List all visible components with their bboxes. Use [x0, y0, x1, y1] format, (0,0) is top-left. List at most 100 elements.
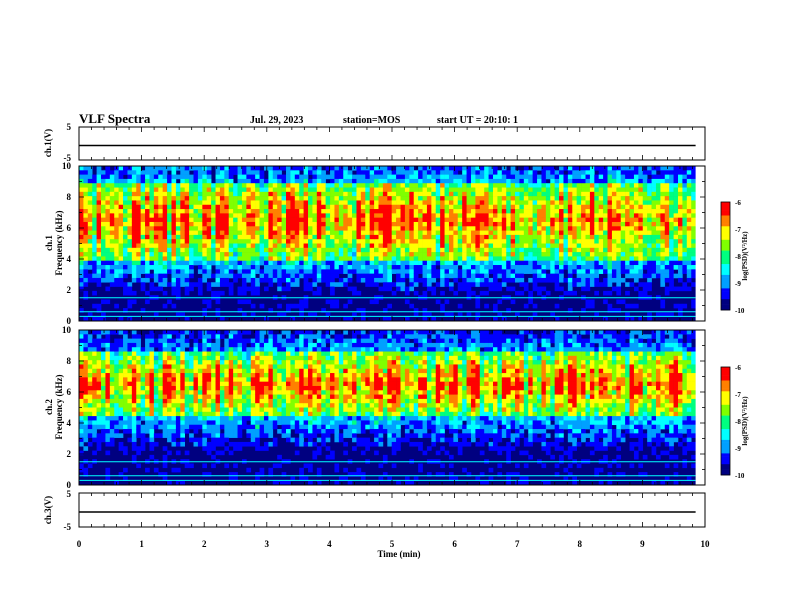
spectrogram-cell	[136, 424, 141, 430]
spectrogram-cell	[197, 247, 203, 253]
spectrogram-cell	[466, 200, 472, 206]
spectrogram-cell	[677, 178, 683, 184]
spectrogram-cell	[171, 437, 177, 443]
spectrogram-cell	[581, 269, 586, 274]
spectrogram-cell	[422, 213, 428, 218]
spectrogram-cell	[294, 265, 300, 270]
spectrogram-cell	[109, 213, 115, 218]
spectrogram-cell	[338, 191, 344, 197]
spectrogram-cell	[532, 282, 538, 287]
spectrogram-cell	[180, 230, 185, 236]
spectrogram-cell	[171, 265, 177, 270]
spectrogram-cell	[541, 187, 547, 193]
spectrogram-cell	[105, 338, 111, 344]
spectrogram-cell	[299, 234, 304, 240]
spectrogram-cell	[175, 429, 181, 434]
spectrogram-cell	[87, 217, 93, 223]
spectrogram-cell	[286, 282, 291, 287]
spectrogram-cell	[131, 170, 137, 175]
spectrogram-cell	[488, 209, 494, 214]
spectrogram-cell	[563, 256, 569, 262]
spectrogram-cell	[158, 239, 163, 244]
spectrogram-cell	[167, 269, 172, 274]
spectrogram-cell	[167, 373, 172, 378]
spectrogram-cell	[189, 196, 194, 201]
spectrogram-cell	[660, 312, 666, 317]
spectrogram-cell	[171, 166, 177, 171]
spectrogram-cell	[145, 252, 150, 257]
spectrogram-cell	[607, 226, 613, 231]
spectrogram-cell	[158, 286, 163, 292]
spectrogram-cell	[228, 234, 234, 240]
spectrogram-cell	[426, 277, 432, 283]
spectrogram-cell	[294, 196, 300, 201]
spectrogram-cell	[105, 368, 111, 374]
spectrogram-cell	[589, 234, 595, 240]
spectrogram-cell	[669, 204, 674, 210]
spectrogram-cell	[603, 316, 608, 322]
spectrogram-cell	[167, 334, 172, 339]
spectrogram-cell	[224, 166, 230, 171]
spectrogram-cell	[510, 187, 516, 193]
spectrogram-cell	[312, 213, 318, 218]
spectrogram-cell	[197, 221, 203, 227]
spectrogram-cell	[682, 221, 688, 227]
spectrogram-cell	[153, 286, 159, 292]
spectrogram-cell	[286, 303, 291, 309]
spectrogram-cell	[369, 234, 375, 240]
spectrogram-cell	[664, 277, 670, 283]
spectrogram-cell	[255, 166, 260, 171]
spectrogram-cell	[118, 385, 124, 391]
spectrogram-cell	[457, 256, 463, 262]
spectrogram-cell	[660, 265, 666, 270]
spectrogram-cell	[96, 381, 102, 387]
spectrogram-cell	[633, 303, 639, 309]
spectrogram-cell	[651, 166, 657, 171]
spectrogram-cell	[488, 252, 494, 257]
spectrogram-cell	[105, 170, 111, 175]
spectrogram-cell	[352, 183, 357, 188]
spectrogram-cell	[554, 247, 560, 253]
spectrogram-cell	[118, 234, 124, 240]
spectrogram-cell	[233, 209, 238, 214]
spectrogram-cell	[501, 273, 507, 279]
spectrogram-cell	[682, 196, 688, 201]
spectrogram-cell	[290, 269, 296, 274]
spectrogram-cell	[343, 204, 348, 210]
spectrogram-cell	[589, 269, 595, 274]
spectrogram-cell	[589, 204, 595, 210]
spectrogram-cell	[440, 170, 445, 175]
spectrogram-cell	[462, 200, 467, 206]
spectrogram-cell	[246, 200, 252, 206]
spectrogram-cell	[241, 290, 247, 296]
spectrogram-cell	[312, 196, 318, 201]
spectrogram-cell	[197, 200, 203, 206]
spectrogram-cell	[682, 282, 688, 287]
spectrogram-cell	[664, 230, 670, 236]
spectrogram-cell	[435, 213, 441, 218]
spectrogram-cell	[563, 166, 569, 171]
spectrogram-cell	[404, 204, 410, 210]
spectrogram-cell	[171, 398, 177, 404]
spectrogram-cell	[418, 252, 423, 257]
spectrogram-cell	[554, 174, 560, 180]
spectrogram-cell	[510, 299, 516, 305]
spectrogram-cell	[669, 191, 674, 197]
spectrogram-cell	[391, 217, 397, 223]
spectrogram-cell	[686, 178, 692, 184]
spectrogram-cell	[396, 217, 401, 223]
spectrogram-cell	[400, 191, 406, 197]
spectrogram-cell	[682, 200, 688, 206]
spectrogram-cell	[506, 269, 511, 274]
spectrogram-cell	[664, 221, 670, 227]
spectrogram-cell	[682, 204, 688, 210]
spectrogram-cell	[655, 204, 661, 210]
spectrogram-cell	[290, 170, 296, 175]
spectrogram-cell	[114, 213, 119, 218]
spectrogram-cell	[131, 260, 137, 266]
spectrogram-cell	[255, 221, 260, 227]
spectrogram-cell	[669, 265, 674, 270]
spectrogram-cell	[153, 269, 159, 274]
spectrogram-cell	[400, 282, 406, 287]
spectrogram-cell	[453, 234, 459, 240]
